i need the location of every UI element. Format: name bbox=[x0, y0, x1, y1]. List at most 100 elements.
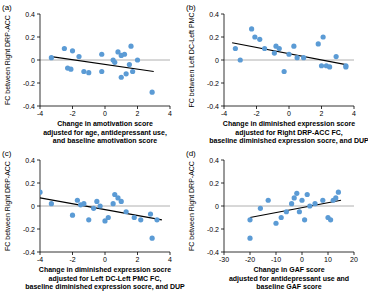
x-tick bbox=[276, 252, 277, 255]
point bbox=[154, 217, 159, 222]
point bbox=[247, 236, 252, 241]
x-axis bbox=[224, 252, 354, 253]
x-tick-label: 2 bbox=[136, 110, 140, 117]
point bbox=[49, 55, 54, 60]
point bbox=[62, 46, 67, 51]
y-tick bbox=[221, 252, 224, 253]
point bbox=[262, 46, 267, 51]
x-tick-label: -10 bbox=[271, 256, 281, 263]
y-tick bbox=[221, 229, 224, 230]
x-axis-label: baseline GAF score bbox=[256, 283, 321, 290]
y-tick bbox=[221, 60, 224, 61]
point bbox=[319, 63, 324, 68]
point bbox=[334, 54, 339, 59]
y-tick-label: 0.2 bbox=[25, 34, 35, 41]
point bbox=[343, 64, 348, 69]
y-tick-label: -0.4 bbox=[207, 103, 219, 110]
x-tick bbox=[328, 252, 329, 255]
point bbox=[291, 44, 296, 49]
y-tick-label: 0.4 bbox=[209, 11, 219, 18]
point bbox=[40, 190, 43, 195]
point bbox=[277, 46, 282, 51]
point bbox=[124, 209, 129, 214]
point bbox=[266, 198, 271, 203]
x-tick-label: -4 bbox=[221, 110, 227, 117]
panel-label: (d) bbox=[186, 149, 196, 158]
point bbox=[257, 37, 262, 42]
point bbox=[122, 52, 127, 57]
y-tick-label: 0.4 bbox=[25, 157, 35, 164]
x-tick-label: 2 bbox=[320, 110, 324, 117]
y-tick bbox=[37, 206, 40, 207]
x-tick bbox=[137, 252, 138, 255]
point bbox=[336, 190, 341, 195]
y-tick bbox=[37, 183, 40, 184]
point bbox=[130, 69, 135, 74]
x-tick bbox=[137, 106, 138, 109]
y-tick-label: -0.4 bbox=[207, 249, 219, 256]
trend-line bbox=[250, 200, 341, 217]
x-axis-label: adjusted for age, antidepressant use, bbox=[43, 129, 167, 137]
y-tick bbox=[37, 229, 40, 230]
point bbox=[111, 201, 116, 206]
x-tick-label: 2 bbox=[136, 256, 140, 263]
x-tick-label: 4 bbox=[168, 110, 172, 117]
y-tick bbox=[37, 14, 40, 15]
point bbox=[279, 215, 284, 220]
panel: (b)FC between Left DC-Left PMC-0.4-0.200… bbox=[186, 3, 368, 145]
y-tick-label: -0.2 bbox=[23, 226, 35, 233]
point bbox=[238, 57, 243, 62]
y-tick bbox=[221, 83, 224, 84]
x-tick bbox=[105, 106, 106, 109]
point bbox=[316, 41, 321, 46]
y-axis-label: FC between Left DC-Left PMC bbox=[188, 13, 195, 108]
y-tick bbox=[37, 60, 40, 61]
y-tick-label: 0.2 bbox=[25, 180, 35, 187]
point bbox=[286, 52, 291, 57]
x-axis-label: and baseline amotivation score bbox=[53, 137, 157, 144]
x-tick-label: 0 bbox=[287, 110, 291, 117]
point bbox=[148, 211, 153, 216]
x-axis-label: adjusted for Right DRP-ACC FC, bbox=[235, 129, 342, 137]
figure: (a)FC between Right DRP-ACC-0.4-0.200.20… bbox=[0, 0, 368, 300]
y-axis-label: FC between Right DRP-ACC bbox=[188, 161, 196, 251]
reference-line bbox=[40, 60, 170, 61]
x-tick bbox=[250, 252, 251, 255]
x-tick-label: -4 bbox=[37, 110, 43, 117]
x-tick bbox=[170, 106, 171, 109]
x-tick bbox=[256, 106, 257, 109]
point bbox=[299, 198, 304, 203]
y-tick-label: 0 bbox=[215, 203, 219, 210]
x-axis-label: Change in amotivation score bbox=[57, 120, 153, 128]
point bbox=[272, 51, 277, 56]
y-tick-label: -0.4 bbox=[23, 249, 35, 256]
point bbox=[150, 236, 155, 241]
plot-area bbox=[40, 190, 162, 241]
x-tick bbox=[289, 106, 290, 109]
point bbox=[132, 215, 137, 220]
point bbox=[289, 201, 294, 206]
trend-line bbox=[232, 43, 346, 65]
x-tick bbox=[72, 252, 73, 255]
point bbox=[81, 69, 86, 74]
y-tick bbox=[221, 183, 224, 184]
x-tick bbox=[224, 252, 225, 255]
point bbox=[91, 206, 96, 211]
y-tick bbox=[221, 37, 224, 38]
x-tick-label: 4 bbox=[352, 110, 356, 117]
y-tick-label: 0.4 bbox=[25, 11, 35, 18]
y-tick-label: 0 bbox=[31, 57, 35, 64]
point bbox=[127, 62, 132, 67]
y-tick-label: -0.2 bbox=[23, 80, 35, 87]
y-axis-label: FC between Right DRP-ACC bbox=[4, 15, 12, 105]
point bbox=[81, 201, 86, 206]
point bbox=[70, 48, 75, 53]
x-tick-label: 0 bbox=[103, 110, 107, 117]
x-tick-label: 0 bbox=[300, 256, 304, 263]
y-tick bbox=[37, 252, 40, 253]
y-axis-label: FC between Right DRP-ACC bbox=[4, 161, 12, 251]
x-tick-label: -2 bbox=[69, 256, 75, 263]
point bbox=[68, 67, 73, 72]
panel: (d)FC between Right DRP-ACC-0.4-0.200.20… bbox=[186, 149, 358, 290]
point bbox=[135, 57, 140, 62]
